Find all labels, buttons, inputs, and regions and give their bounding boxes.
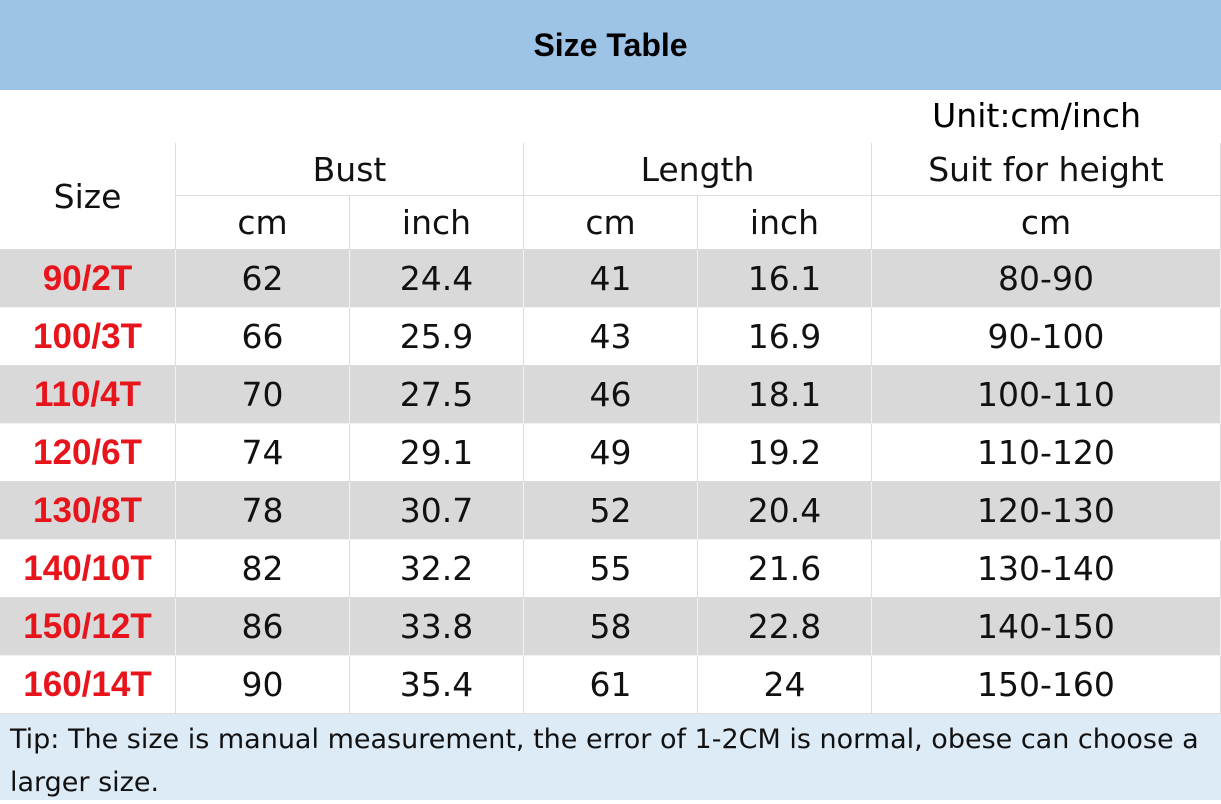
- table-cell: 120-130: [872, 482, 1221, 540]
- table-cell: 43: [524, 308, 698, 366]
- table-cell: 49: [524, 424, 698, 482]
- unit-header: inch: [350, 196, 524, 250]
- table-cell: 35.4: [350, 656, 524, 714]
- size-label: 130/8T: [0, 482, 176, 540]
- table-cell: 22.8: [698, 598, 872, 656]
- table-cell: 58: [524, 598, 698, 656]
- size-header: Size: [0, 143, 176, 250]
- unit-header: cm: [872, 196, 1221, 250]
- unit-note: Unit:cm/inch: [932, 96, 1141, 135]
- unit-header: cm: [524, 196, 698, 250]
- table-cell: 24.4: [350, 250, 524, 308]
- table-cell: 62: [176, 250, 350, 308]
- table-cell: 52: [524, 482, 698, 540]
- table-cell: 33.8: [350, 598, 524, 656]
- table-cell: 110-120: [872, 424, 1221, 482]
- group-header: Length: [524, 143, 872, 196]
- table-cell: 16.9: [698, 308, 872, 366]
- tip: Tip: The size is manual measurement, the…: [0, 714, 1221, 800]
- table-cell: 61: [524, 656, 698, 714]
- size-label: 160/14T: [0, 656, 176, 714]
- table-cell: 25.9: [350, 308, 524, 366]
- size-label: 100/3T: [0, 308, 176, 366]
- table-cell: 21.6: [698, 540, 872, 598]
- table-cell: 24: [698, 656, 872, 714]
- title: Size Table: [0, 0, 1221, 90]
- table-cell: 70: [176, 366, 350, 424]
- size-label: 150/12T: [0, 598, 176, 656]
- table-cell: 78: [176, 482, 350, 540]
- table-cell: 29.1: [350, 424, 524, 482]
- table-cell: 55: [524, 540, 698, 598]
- table-cell: 100-110: [872, 366, 1221, 424]
- size-label: 110/4T: [0, 366, 176, 424]
- table-cell: 90: [176, 656, 350, 714]
- unit-header: inch: [698, 196, 872, 250]
- table-cell: 18.1: [698, 366, 872, 424]
- table-cell: 130-140: [872, 540, 1221, 598]
- table-cell: 66: [176, 308, 350, 366]
- table-cell: 32.2: [350, 540, 524, 598]
- table-cell: 27.5: [350, 366, 524, 424]
- table-cell: 30.7: [350, 482, 524, 540]
- group-header: Bust: [176, 143, 524, 196]
- table-cell: 74: [176, 424, 350, 482]
- table-cell: 86: [176, 598, 350, 656]
- size-label: 120/6T: [0, 424, 176, 482]
- table-cell: 16.1: [698, 250, 872, 308]
- table-cell: 46: [524, 366, 698, 424]
- table-cell: 82: [176, 540, 350, 598]
- table-cell: 80-90: [872, 250, 1221, 308]
- group-header: Suit for height: [872, 143, 1221, 196]
- size-label: 90/2T: [0, 250, 176, 308]
- size-label: 140/10T: [0, 540, 176, 598]
- table-cell: 19.2: [698, 424, 872, 482]
- unit-header: cm: [176, 196, 350, 250]
- table-cell: 41: [524, 250, 698, 308]
- table-cell: 20.4: [698, 482, 872, 540]
- table-cell: 150-160: [872, 656, 1221, 714]
- table-cell: 90-100: [872, 308, 1221, 366]
- table-cell: 140-150: [872, 598, 1221, 656]
